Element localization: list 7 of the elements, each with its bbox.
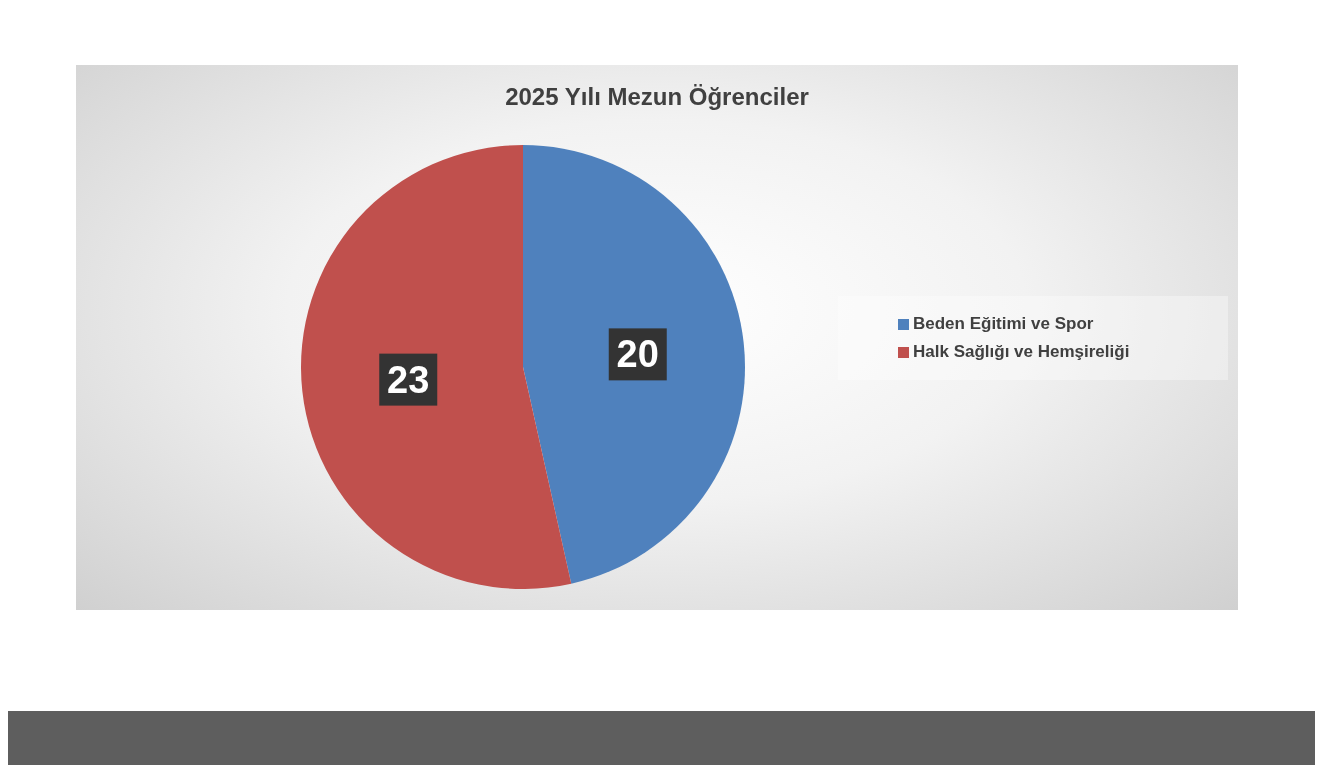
data-label: 20: [616, 333, 659, 376]
chart-title: 2025 Yılı Mezun Öğrenciler: [504, 83, 810, 111]
legend-label: Beden Eğitimi ve Spor: [913, 313, 1094, 333]
legend-label: Halk Sağlığı ve Hemşireliği: [913, 341, 1130, 361]
data-label: 23: [387, 358, 430, 401]
pie-slice: [301, 145, 572, 589]
pie-slice: [523, 145, 745, 584]
